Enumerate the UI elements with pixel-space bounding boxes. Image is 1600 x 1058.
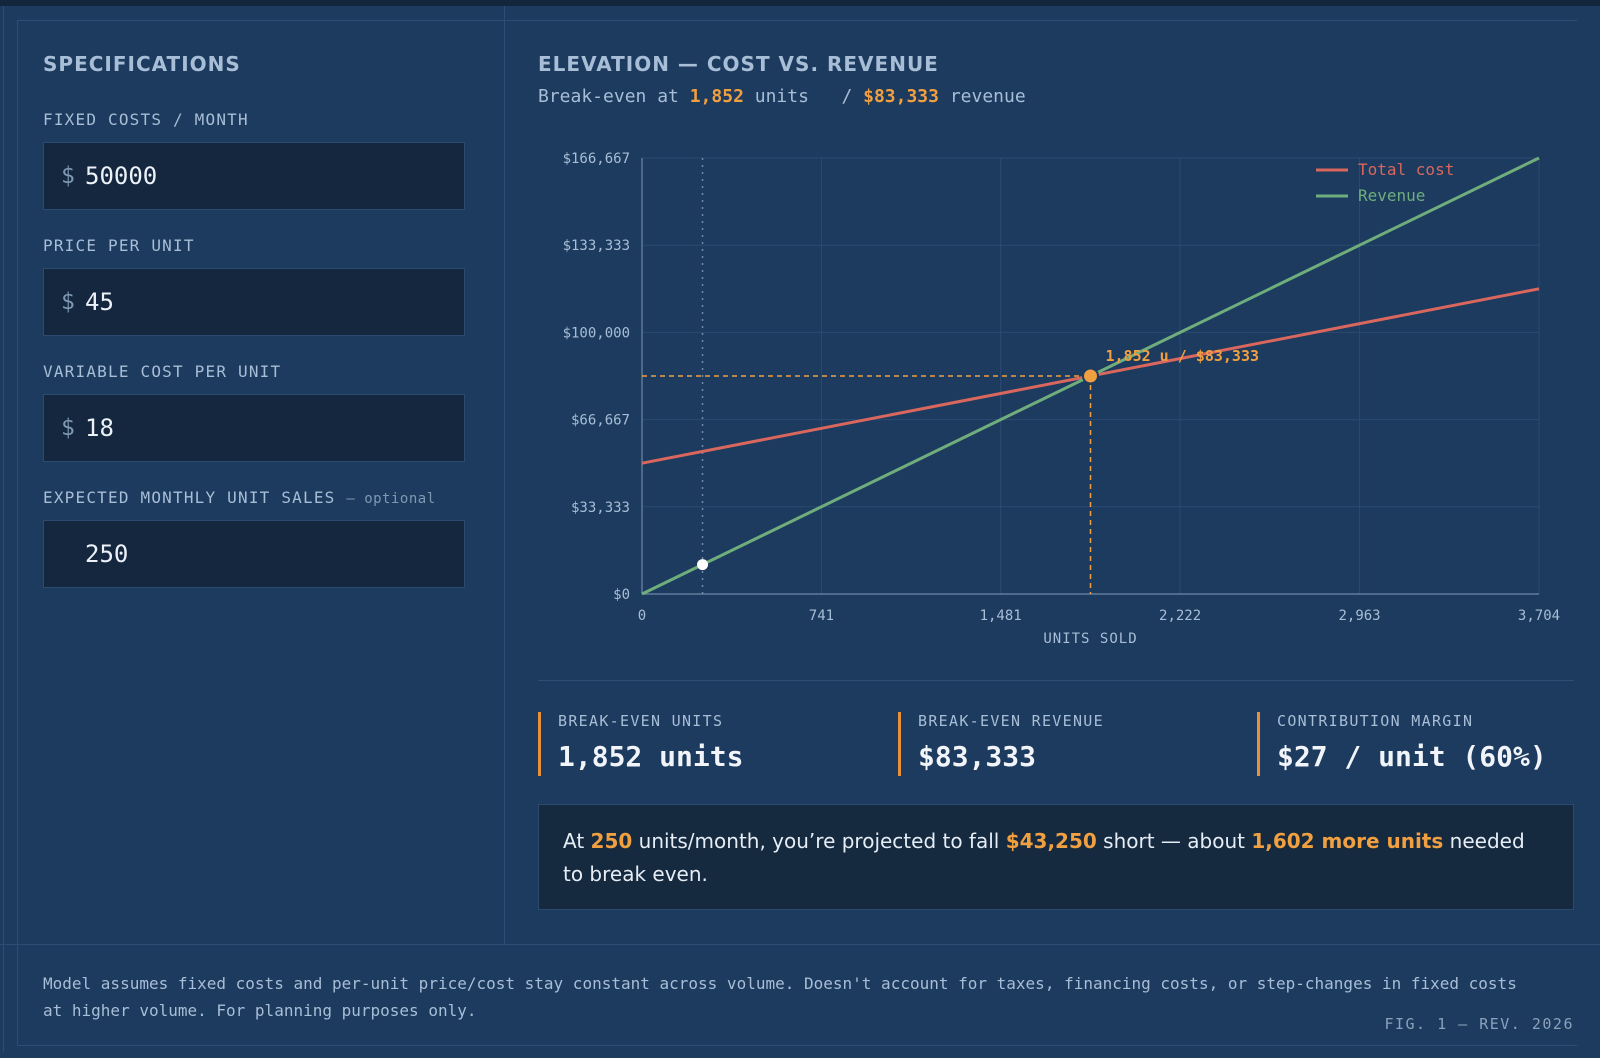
variable-cost-input[interactable]: $ 18	[43, 394, 465, 462]
variable-cost-value[interactable]: 18	[85, 414, 114, 442]
x-tick-label: 0	[638, 608, 646, 624]
y-tick-label: $133,333	[563, 238, 630, 254]
divider	[17, 20, 1577, 21]
fixed-costs-input[interactable]: $ 50000	[43, 142, 465, 210]
callout-text: units/month, you’re projected to fall	[632, 829, 1006, 853]
metric-label: CONTRIBUTION MARGIN	[1277, 712, 1474, 730]
subtitle-revenue: $83,333	[863, 86, 939, 107]
subtitle-units: 1,852	[689, 86, 744, 107]
metric-breakeven-units: BREAK-EVEN UNITS 1,852 units	[538, 712, 743, 776]
column-divider	[504, 6, 505, 944]
chart-panel: ELEVATION — COST VS. REVENUE Break-even …	[538, 52, 1574, 107]
price-per-unit-value[interactable]: 45	[85, 288, 114, 316]
metric-label: BREAK-EVEN REVENUE	[918, 712, 1104, 730]
metric-value: 1,852 units	[558, 740, 744, 773]
y-tick-label: $66,667	[571, 413, 630, 429]
metric-label: BREAK-EVEN UNITS	[558, 712, 724, 730]
currency-symbol: $	[61, 289, 75, 315]
metric-breakeven-revenue: BREAK-EVEN REVENUE $83,333	[898, 712, 1104, 776]
y-tick-label: $0	[613, 587, 630, 603]
x-axis-label: UNITS SOLD	[1043, 631, 1137, 647]
subtitle-separator: /	[808, 86, 864, 107]
callout-text: needed to break even.	[563, 829, 1525, 886]
expected-sales-label: EXPECTED MONTHLY UNIT SALES — optional	[43, 488, 465, 508]
projection-callout: At 250 units/month, you’re projected to …	[538, 804, 1574, 910]
fixed-costs-value[interactable]: 50000	[85, 162, 158, 190]
chart-title: ELEVATION — COST VS. REVENUE	[538, 52, 939, 76]
metric-value: $83,333	[918, 740, 1037, 773]
optional-hint: — optional	[346, 491, 436, 507]
outer-border	[3, 6, 1597, 1052]
callout-text: short — about	[1096, 829, 1252, 853]
metric-contribution-margin: CONTRIBUTION MARGIN $27 / unit (60%)	[1257, 712, 1547, 776]
expected-sales-value[interactable]: 250	[85, 540, 129, 568]
price-per-unit-label: PRICE PER UNIT	[43, 236, 195, 255]
y-tick-label: $166,667	[563, 151, 630, 167]
subtitle-units-suffix: units	[743, 86, 809, 107]
figure-label: FIG. 1 — REV. 2026	[1384, 1015, 1574, 1033]
divider	[17, 1045, 1577, 1046]
breakeven-point	[1082, 367, 1099, 385]
footer-note: Model assumes fixed costs and per-unit p…	[43, 974, 1517, 1020]
fixed-costs-label: FIXED COSTS / MONTH	[43, 110, 249, 129]
currency-symbol: $	[61, 163, 75, 189]
specifications-title: SPECIFICATIONS	[43, 52, 241, 76]
price-per-unit-input[interactable]: $ 45	[43, 268, 465, 336]
callout-text: At	[563, 829, 591, 853]
x-tick-label: 3,704	[1518, 608, 1560, 624]
chart-subtitle: Break-even at 1,852 units / $83,333 reve…	[538, 86, 1574, 107]
specifications-panel: SPECIFICATIONS FIXED COSTS / MONTH $ 500…	[43, 52, 465, 588]
y-tick-label: $100,000	[563, 325, 630, 341]
breakeven-chart: $0 $33,333 $66,667 $100,000 $133,333 $166,667…	[563, 151, 1561, 647]
legend-entry: Revenue	[1358, 186, 1425, 205]
subtitle-revenue-suffix: revenue	[938, 86, 1026, 107]
callout-more-units: 1,602 more units	[1251, 829, 1444, 853]
divider	[17, 20, 18, 1046]
expected-sales-input[interactable]: 250	[43, 520, 465, 588]
x-tick-label: 2,963	[1338, 608, 1380, 624]
callout-units: 250	[590, 829, 633, 853]
breakeven-point-label: 1,852 u / $83,333	[1106, 347, 1260, 365]
expected-sales-point	[697, 559, 709, 571]
currency-symbol: $	[61, 415, 75, 441]
x-tick-label: 741	[809, 608, 834, 624]
variable-cost-label: VARIABLE COST PER UNIT	[43, 362, 282, 381]
x-tick-label: 1,481	[980, 608, 1022, 624]
metrics-divider	[538, 680, 1574, 681]
footer-divider	[0, 944, 1600, 945]
callout-shortfall: $43,250	[1005, 829, 1097, 853]
subtitle-prefix: Break-even at	[538, 86, 690, 107]
legend-entry: Total cost	[1358, 160, 1454, 179]
y-tick-label: $33,333	[571, 500, 630, 516]
x-tick-label: 2,222	[1159, 608, 1201, 624]
expected-sales-label-text: EXPECTED MONTHLY UNIT SALES	[43, 488, 336, 507]
metric-value: $27 / unit (60%)	[1277, 740, 1547, 773]
